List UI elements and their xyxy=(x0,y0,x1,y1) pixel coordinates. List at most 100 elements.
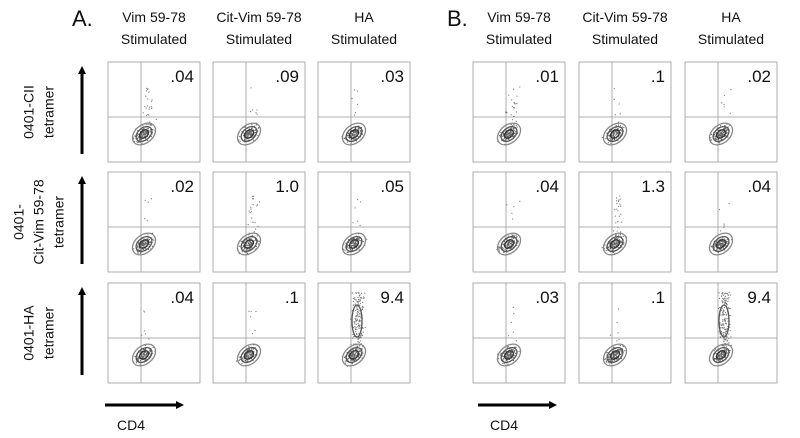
event-dot xyxy=(724,327,725,328)
event-dot xyxy=(257,114,258,115)
event-dot xyxy=(721,139,722,140)
event-dot xyxy=(258,226,259,227)
event-dot xyxy=(360,201,361,202)
event-dot xyxy=(612,250,613,251)
event-dot xyxy=(719,209,720,210)
event-dot xyxy=(614,133,615,134)
event-dot xyxy=(355,242,356,243)
event-dot xyxy=(250,131,251,132)
event-dot xyxy=(618,308,619,309)
event-dot xyxy=(253,140,254,141)
event-dot xyxy=(247,360,248,361)
event-dot xyxy=(722,302,723,303)
event-dot xyxy=(721,295,722,296)
event-dot xyxy=(721,240,722,241)
event-dot xyxy=(347,246,348,247)
event-dot xyxy=(239,246,240,247)
event-dot xyxy=(360,131,361,132)
event-dot xyxy=(720,336,721,337)
event-dot xyxy=(510,133,511,134)
event-dot xyxy=(356,134,357,135)
event-dot xyxy=(724,307,725,308)
event-dot xyxy=(726,323,727,324)
event-dot xyxy=(718,356,719,357)
event-dot xyxy=(616,242,617,243)
event-dot xyxy=(724,106,725,107)
event-dot xyxy=(151,198,152,199)
event-dot xyxy=(514,102,515,103)
event-dot xyxy=(511,127,512,128)
event-dot xyxy=(249,354,250,355)
event-dot xyxy=(357,301,358,302)
event-dot xyxy=(359,295,360,296)
event-dot xyxy=(137,247,138,248)
event-dot xyxy=(724,128,725,129)
event-dot xyxy=(609,363,610,364)
event-dot xyxy=(359,300,360,301)
event-dot xyxy=(711,246,712,247)
event-dot xyxy=(719,357,720,358)
event-dot xyxy=(357,314,358,315)
percentage: .02 xyxy=(170,177,194,196)
event-dot xyxy=(612,139,613,140)
event-dot xyxy=(609,138,610,139)
event-dot xyxy=(718,360,719,361)
event-dot xyxy=(350,344,351,345)
event-dot xyxy=(239,136,240,137)
event-dot xyxy=(507,353,508,354)
event-dot xyxy=(513,313,514,314)
event-dot xyxy=(617,227,618,228)
x-axis-label: CD4 xyxy=(490,417,518,433)
event-dot xyxy=(351,139,352,140)
event-dot xyxy=(507,355,508,356)
event-dot xyxy=(723,335,724,336)
event-dot xyxy=(360,337,361,338)
event-dot xyxy=(363,296,364,297)
event-dot xyxy=(137,142,138,143)
event-dot xyxy=(613,355,614,356)
event-dot xyxy=(356,324,357,325)
event-dot xyxy=(718,245,719,246)
event-dot xyxy=(727,241,728,242)
event-dot xyxy=(149,350,150,351)
event-dot xyxy=(502,247,503,248)
event-dot xyxy=(245,360,246,361)
event-dot xyxy=(617,238,618,239)
event-dot xyxy=(141,143,142,144)
event-dot xyxy=(143,355,144,356)
event-dot xyxy=(624,350,625,351)
dot-plot: .01 xyxy=(473,62,565,162)
column-header: Stimulated xyxy=(698,31,764,47)
event-dot xyxy=(728,298,729,299)
event-dot xyxy=(344,357,345,358)
event-dot xyxy=(503,134,504,135)
event-dot xyxy=(147,89,148,90)
event-dot xyxy=(254,330,255,331)
event-dot xyxy=(355,321,356,322)
event-dot xyxy=(362,306,363,307)
event-dot xyxy=(612,246,613,247)
event-dot xyxy=(726,340,727,341)
event-dot xyxy=(718,331,719,332)
event-dot xyxy=(612,135,613,136)
event-dot xyxy=(248,134,249,135)
event-dot xyxy=(363,306,364,307)
event-dot xyxy=(721,300,722,301)
event-dot xyxy=(147,234,148,235)
event-dot xyxy=(610,334,611,335)
event-dot xyxy=(724,300,725,301)
event-dot xyxy=(504,363,505,364)
event-dot xyxy=(710,137,711,138)
event-dot xyxy=(350,248,351,249)
event-dot xyxy=(359,299,360,300)
event-dot xyxy=(142,357,143,358)
event-dot xyxy=(141,356,142,357)
event-dot xyxy=(248,354,249,355)
event-dot xyxy=(614,139,615,140)
percentage: .1 xyxy=(651,288,665,307)
event-dot xyxy=(352,360,353,361)
event-dot xyxy=(616,208,617,209)
event-dot xyxy=(243,243,244,244)
event-dot xyxy=(503,248,504,249)
event-dot xyxy=(618,332,619,333)
